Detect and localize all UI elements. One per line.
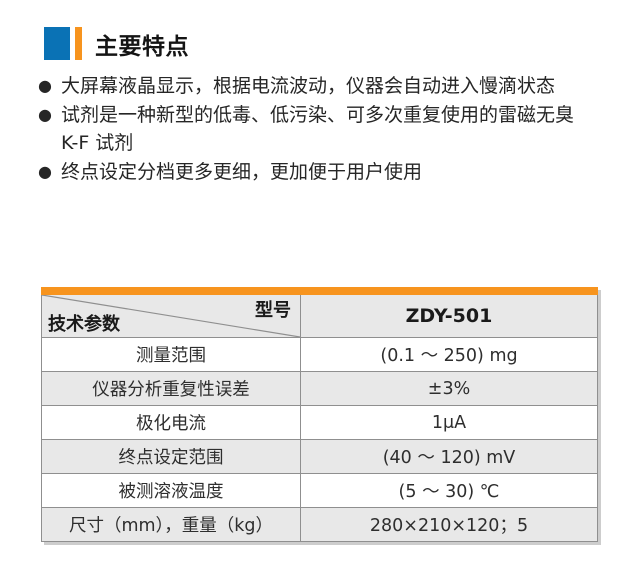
table-row: 尺寸（mm），重量（kg） 280×210×120；5 [41,508,598,542]
param-cell: 仪器分析重复性误差 [42,372,301,405]
value-cell: 1μA [431,412,467,433]
model-header-cell: ZDY-501 [405,305,493,327]
value-cell: (5 ～ 30) ℃ [398,482,500,502]
bullet-icon: ● [38,76,52,95]
feature-text: 大屏幕液晶显示，根据电流波动，仪器会自动进入慢滴状态 [61,75,556,97]
param-cell: 极化电流 [42,406,301,439]
table-row: 终点设定范围 (40 ～ 120) mV [41,440,598,474]
table-row: 仪器分析重复性误差 ±3% [41,372,598,406]
param-cell: 尺寸（mm），重量（kg） [42,508,301,541]
diagonal-divider-line [42,295,300,337]
corner-label-model: 型号 [255,300,291,321]
table-header-row: 型号 技术参数 ZDY-501 [41,295,598,338]
section-header: 主要特点 [44,27,189,60]
param-cell: 被测溶液温度 [42,474,301,507]
feature-item: ● 大屏幕液晶显示，根据电流波动，仪器会自动进入慢滴状态 [38,72,603,101]
feature-item: ● 终点设定分档更多更细，更加便于用户使用 [38,158,603,187]
param-cell: 测量范围 [42,338,301,371]
table-row: 测量范围 (0.1 ～ 250) mg [41,338,598,372]
table-top-accent-bar [41,287,598,295]
feature-text: 试剂是一种新型的低毒、低污染、可多次重复使用的雷磁无臭 K-F 试剂 [61,103,575,155]
param-cell: 终点设定范围 [42,440,301,473]
value-cell: (40 ～ 120) mV [382,448,516,468]
spec-table: 型号 技术参数 ZDY-501 测量范围 (0.1 ～ 250) mg 仪器分析… [41,287,598,542]
table-row: 被测溶液温度 (5 ～ 30) ℃ [41,474,598,508]
feature-text: 终点设定分档更多更细，更加便于用户使用 [61,160,423,183]
feature-item: ● 试剂是一种新型的低毒、低污染、可多次重复使用的雷磁无臭 K-F 试剂 [38,101,603,158]
value-cell: (0.1 ～ 250) mg [380,346,518,366]
table-corner-cell: 型号 技术参数 [42,295,301,337]
value-cell: ±3% [427,378,471,399]
bullet-icon: ● [38,161,52,181]
section-title: 主要特点 [95,33,189,60]
blue-accent-bar [44,27,70,60]
bullet-icon: ● [38,104,52,124]
table-row: 极化电流 1μA [41,406,598,440]
corner-label-parameters: 技术参数 [48,314,120,335]
value-cell: 280×210×120；5 [369,516,529,536]
feature-list: ● 大屏幕液晶显示，根据电流波动，仪器会自动进入慢滴状态 ● 试剂是一种新型的低… [38,72,603,186]
orange-accent-bar [75,27,82,60]
